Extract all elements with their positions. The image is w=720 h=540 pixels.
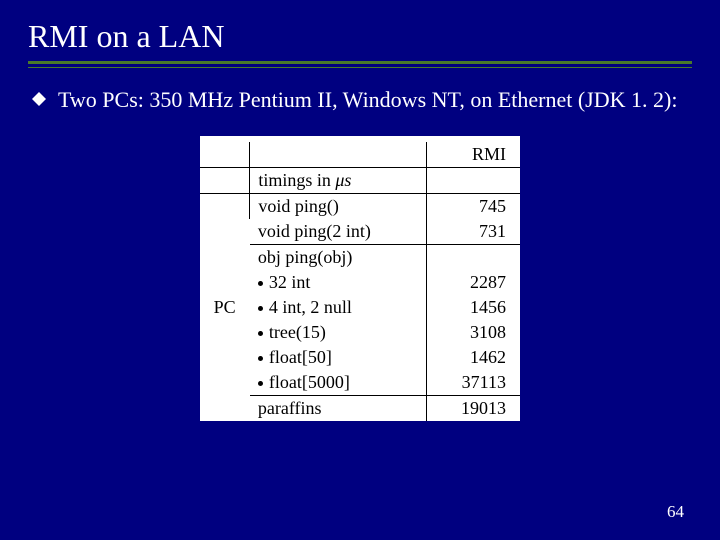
bullet-row: Two PCs: 350 MHz Pentium II, Windows NT,… [28,86,692,114]
page-number: 64 [667,502,684,522]
bullet-dot-icon [258,381,263,386]
table-row: PC void ping() 745 [200,193,520,219]
bullet-dot-icon [258,331,263,336]
table-header-desc: timings in μs [250,167,427,193]
title-rule [28,61,692,68]
bullet-dot-icon [258,356,263,361]
diamond-bullet-icon [32,92,46,106]
bullet-dot-icon [258,306,263,311]
bullet-dot-icon [258,281,263,286]
slide-title: RMI on a LAN [28,18,692,55]
bullet-text: Two PCs: 350 MHz Pentium II, Windows NT,… [58,86,677,114]
timings-table: RMI timings in μs PC void ping() 745 voi… [200,136,520,421]
row-label-pc: PC [200,193,250,421]
table-header-rmi: RMI [426,142,520,168]
slide: RMI on a LAN Two PCs: 350 MHz Pentium II… [0,0,720,540]
